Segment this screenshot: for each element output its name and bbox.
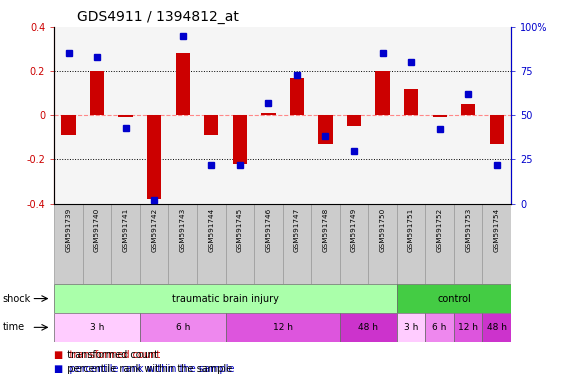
Bar [397, 284, 511, 313]
Bar [54, 284, 397, 313]
Text: GSM591741: GSM591741 [123, 208, 128, 252]
Bar [147, 115, 162, 199]
Bar [319, 115, 332, 144]
Bar [482, 204, 511, 284]
Text: GSM591749: GSM591749 [351, 208, 357, 252]
Text: time: time [3, 322, 25, 333]
Text: control: control [437, 293, 471, 304]
Bar [140, 313, 226, 342]
Bar [168, 204, 197, 284]
Bar [176, 53, 190, 115]
Text: GSM591751: GSM591751 [408, 208, 414, 252]
Bar [340, 313, 397, 342]
Text: GSM591739: GSM591739 [66, 208, 71, 252]
Bar [262, 113, 275, 115]
Bar [140, 204, 168, 284]
Bar [376, 71, 389, 115]
Bar [433, 115, 447, 118]
Bar [197, 204, 226, 284]
Text: traumatic brain injury: traumatic brain injury [172, 293, 279, 304]
Text: 48 h: 48 h [486, 323, 507, 332]
Text: 12 h: 12 h [272, 323, 293, 332]
Bar [454, 313, 482, 342]
Bar [425, 313, 454, 342]
Bar [311, 204, 340, 284]
Bar [397, 204, 425, 284]
Text: GSM591742: GSM591742 [151, 208, 157, 252]
Bar [61, 115, 75, 135]
Bar [90, 71, 104, 115]
Bar [226, 313, 340, 342]
Bar [283, 204, 311, 284]
Text: ■  percentile rank within the sample: ■ percentile rank within the sample [54, 364, 235, 374]
Bar [83, 204, 111, 284]
Bar [54, 313, 140, 342]
Text: transformed count: transformed count [61, 350, 158, 360]
Text: GSM591754: GSM591754 [494, 208, 500, 252]
Text: GSM591750: GSM591750 [380, 208, 385, 252]
Bar [340, 204, 368, 284]
Text: ■  transformed count: ■ transformed count [54, 350, 160, 360]
Bar [461, 104, 475, 115]
Text: GSM591743: GSM591743 [180, 208, 186, 252]
Bar [482, 313, 511, 342]
Text: 6 h: 6 h [175, 323, 190, 332]
Text: 3 h: 3 h [404, 323, 419, 332]
Bar [368, 204, 397, 284]
Bar [204, 115, 218, 135]
Text: GDS4911 / 1394812_at: GDS4911 / 1394812_at [77, 10, 239, 25]
Text: 6 h: 6 h [432, 323, 447, 332]
Text: GSM591745: GSM591745 [237, 208, 243, 252]
Bar [111, 204, 140, 284]
Text: GSM591753: GSM591753 [465, 208, 471, 252]
Bar [254, 204, 283, 284]
Bar [233, 115, 247, 164]
Bar [290, 78, 304, 115]
Text: 12 h: 12 h [458, 323, 478, 332]
Text: 3 h: 3 h [90, 323, 104, 332]
Text: GSM591744: GSM591744 [208, 208, 214, 252]
Text: percentile rank within the sample: percentile rank within the sample [61, 364, 232, 374]
Bar [347, 115, 361, 126]
Text: GSM591740: GSM591740 [94, 208, 100, 252]
Text: GSM591752: GSM591752 [437, 208, 443, 252]
Text: 48 h: 48 h [358, 323, 379, 332]
Text: GSM591746: GSM591746 [266, 208, 271, 252]
Bar [119, 115, 132, 118]
Text: GSM591748: GSM591748 [323, 208, 328, 252]
Bar [54, 204, 83, 284]
Bar [404, 89, 418, 115]
Bar [397, 313, 425, 342]
Bar [490, 115, 504, 144]
Bar [226, 204, 254, 284]
Text: GSM591747: GSM591747 [294, 208, 300, 252]
Bar [425, 204, 454, 284]
Bar [454, 204, 482, 284]
Text: shock: shock [3, 293, 31, 304]
